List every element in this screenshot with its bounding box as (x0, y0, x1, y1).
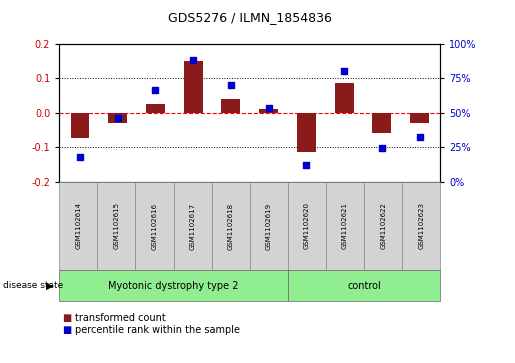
Bar (259, 109, 278, 113)
Text: GSM1102615: GSM1102615 (113, 203, 119, 249)
Bar (71, 113, 90, 138)
Bar (146, 104, 165, 113)
Bar (221, 99, 241, 113)
Text: GSM1102614: GSM1102614 (75, 203, 81, 249)
Point (189, 57, 197, 63)
Point (340, 68, 348, 74)
Bar (335, 83, 353, 113)
Point (416, 134, 424, 140)
Bar (184, 61, 202, 113)
Point (227, 82, 235, 88)
Text: GSM1102616: GSM1102616 (151, 203, 158, 249)
Text: control: control (347, 281, 381, 291)
Text: ■: ■ (62, 313, 71, 323)
Text: GSM1102620: GSM1102620 (304, 203, 310, 249)
Text: GSM1102617: GSM1102617 (190, 203, 196, 249)
Point (302, 162, 311, 168)
Bar (410, 113, 429, 123)
Point (151, 87, 160, 93)
Bar (108, 113, 127, 123)
Text: GSM1102621: GSM1102621 (342, 203, 348, 249)
Text: GSM1102619: GSM1102619 (266, 203, 272, 249)
Text: disease state: disease state (3, 281, 63, 290)
Text: transformed count: transformed count (75, 313, 165, 323)
Text: GSM1102622: GSM1102622 (380, 203, 386, 249)
Text: Myotonic dystrophy type 2: Myotonic dystrophy type 2 (108, 281, 239, 291)
Point (114, 115, 122, 121)
Text: GSM1102623: GSM1102623 (418, 203, 424, 249)
Text: ■: ■ (62, 325, 71, 335)
Text: GDS5276 / ILMN_1854836: GDS5276 / ILMN_1854836 (168, 11, 332, 24)
Bar (297, 113, 316, 152)
Point (76, 154, 84, 160)
Bar (372, 113, 391, 133)
Text: GSM1102618: GSM1102618 (228, 203, 234, 249)
Text: percentile rank within the sample: percentile rank within the sample (75, 325, 239, 335)
Text: ▶: ▶ (46, 281, 54, 291)
Point (265, 106, 273, 111)
Point (377, 146, 386, 151)
